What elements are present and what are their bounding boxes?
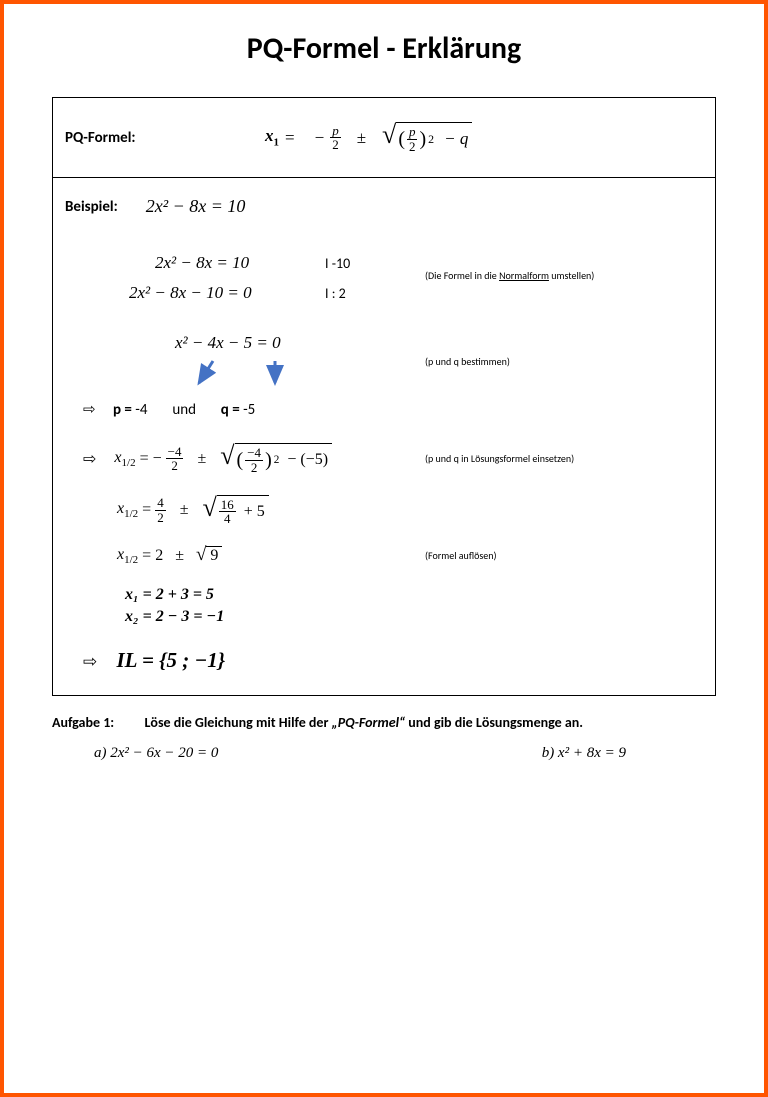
step-2-eq: 2x² − 8x − 10 = 0 <box>65 283 325 303</box>
step-2-op: I : 2 <box>325 285 425 302</box>
arrows-icon <box>195 359 355 389</box>
step-3: x² − 4x − 5 = 0 (p und q bestimmen) <box>65 333 703 353</box>
substitution-2: x1/2 = 42 ± √ 164 + 5 <box>65 495 703 526</box>
result-x1: x₁ = 2 + 3 = 5 <box>65 586 703 604</box>
step-3-eq: x² − 4x − 5 = 0 <box>65 333 325 353</box>
annotation-1: (Die Formel in die Normalform umstellen) <box>425 269 655 282</box>
substitution-1: ⇨ x1/2 = − −42 ± √ ( −42 )2 − (−5) <box>65 443 703 474</box>
task-item-a: a) 2x² − 6x − 20 = 0 <box>94 745 218 762</box>
formula-label: PQ-Formel: <box>65 129 265 147</box>
page-title: PQ-Formel - Erklärung <box>52 30 716 67</box>
task-1: Aufgabe 1: Löse die Gleichung mit Hilfe … <box>52 714 716 762</box>
pq-values: ⇨ p = -4 und q = -5 <box>65 400 703 419</box>
annotation-3: (p und q in Lösungsformel einsetzen) <box>425 452 655 465</box>
example-section: Beispiel: 2x² − 8x = 10 2x² − 8x = 10 I … <box>53 178 715 695</box>
step-1-eq: 2x² − 8x = 10 <box>65 253 325 273</box>
formula-expression: x1 = − p 2 ± √ ( p 2 )2 <box>265 122 472 153</box>
solution-set: ⇨ IL = {5 ; −1} <box>65 648 703 673</box>
content-box: PQ-Formel: x1 = − p 2 ± √ ( p 2 <box>52 97 716 696</box>
step-1-op: I -10 <box>325 255 425 272</box>
annotation-2: (p und q bestimmen) <box>425 355 655 368</box>
step-2: 2x² − 8x − 10 = 0 I : 2 <box>65 283 703 303</box>
result-x2: x₂ = 2 − 3 = −1 <box>65 608 703 626</box>
formula-section: PQ-Formel: x1 = − p 2 ± √ ( p 2 <box>53 98 715 178</box>
example-label: Beispiel: <box>65 198 118 216</box>
task-text: Löse die Gleichung mit Hilfe der „PQ-For… <box>145 714 584 731</box>
annotation-4: (Formel auflösen) <box>425 549 655 562</box>
step-1: 2x² − 8x = 10 I -10 (Die Formel in die N… <box>65 253 703 273</box>
task-label: Aufgabe 1: <box>52 714 114 731</box>
example-equation: 2x² − 8x = 10 <box>146 196 246 217</box>
task-item-b: b) x² + 8x = 9 <box>542 745 626 762</box>
substitution-3: x1/2 = 2 ± √ 9 (Formel auflösen) <box>65 546 703 566</box>
